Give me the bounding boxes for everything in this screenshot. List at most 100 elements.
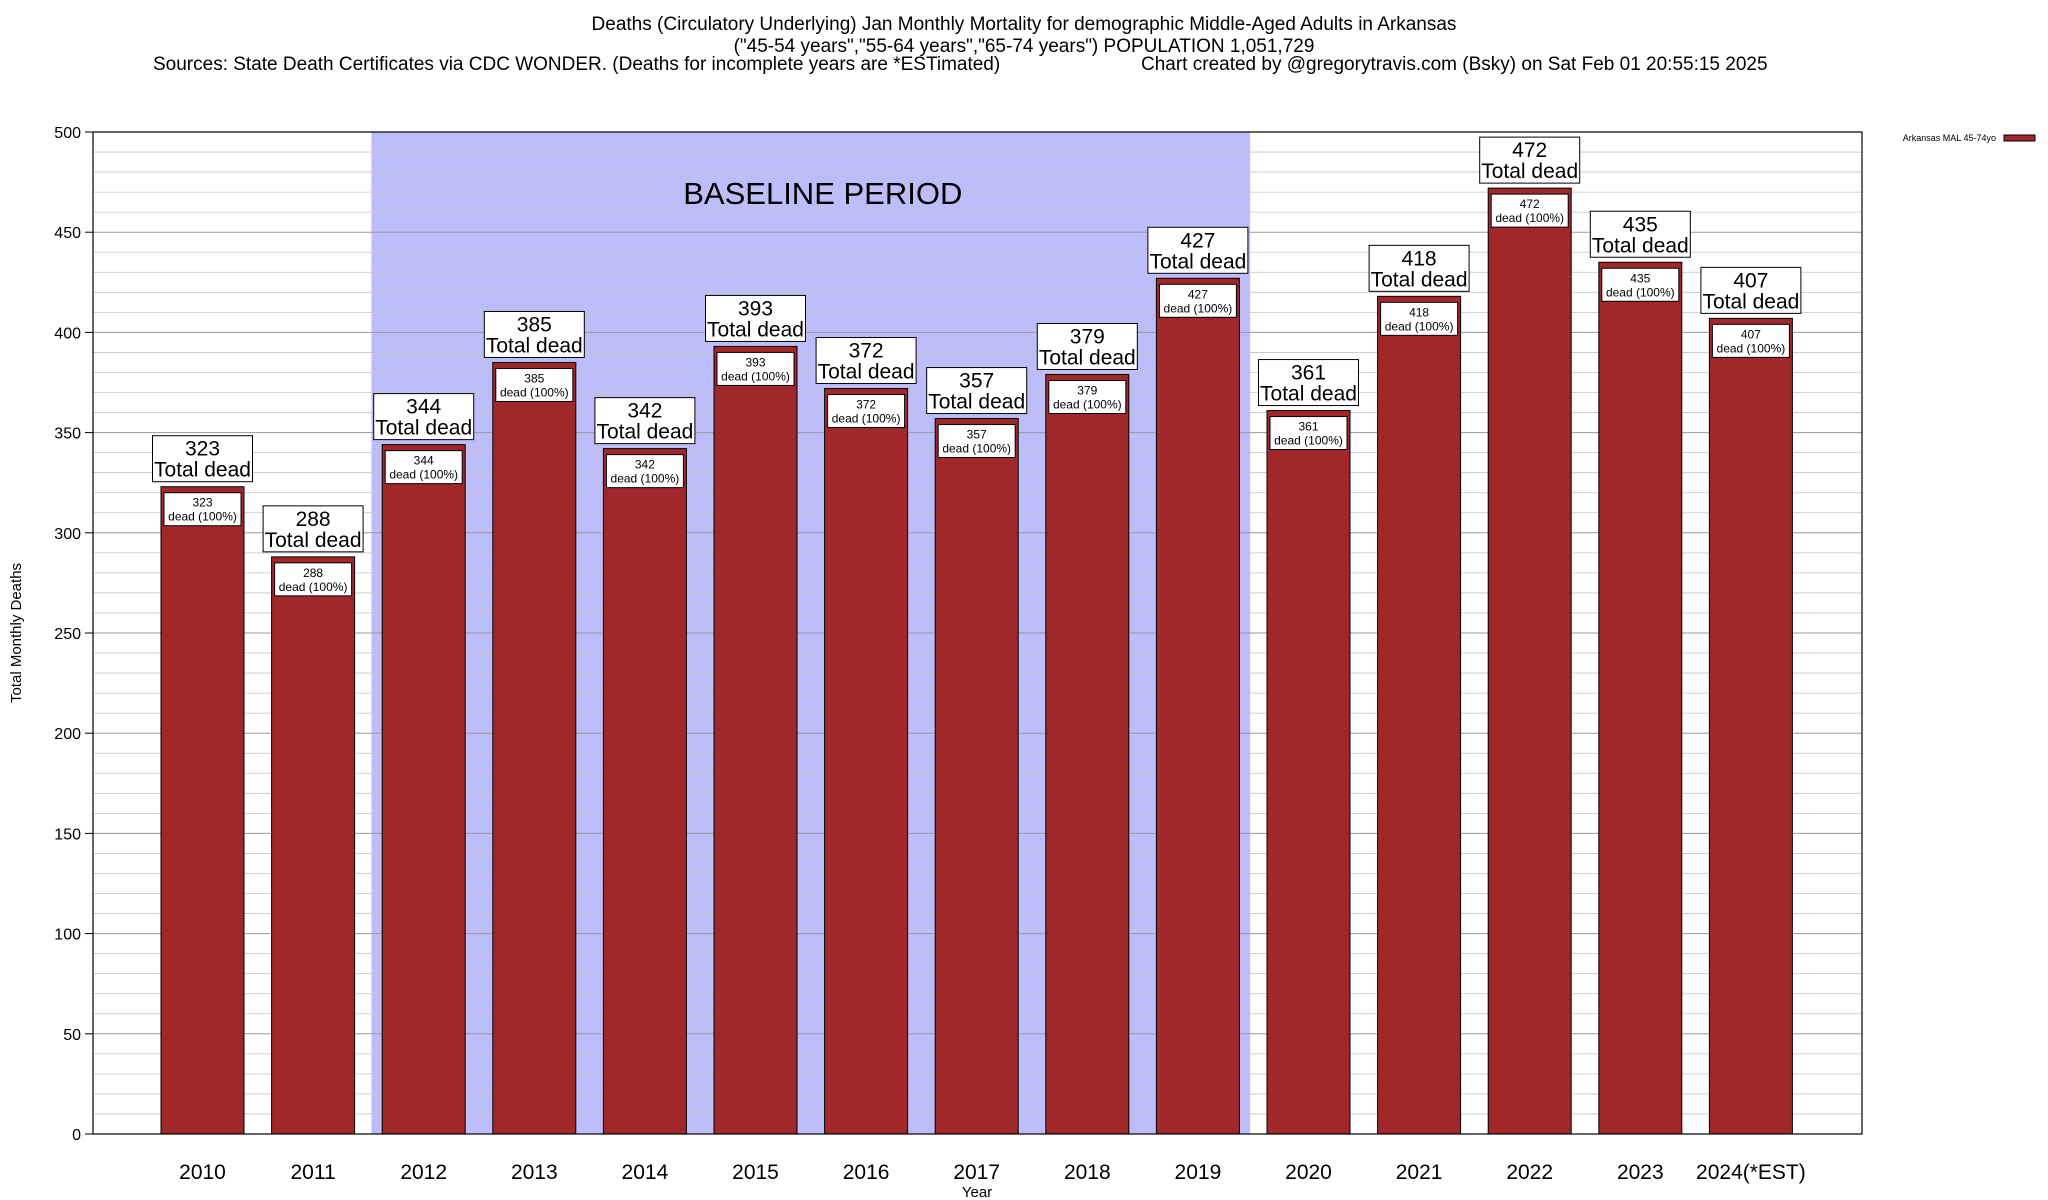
bar [1377,295,1462,1135]
bar [1266,410,1351,1135]
bar-total-text-label: Total dead [1039,346,1136,369]
y-tick-label: 450 [54,225,81,242]
bar-inner-percent-label: dead (100%) [1606,285,1675,299]
bar-inner-label-box [937,424,1016,459]
bar [1155,277,1240,1135]
bar-total-value-label: 379 [1070,325,1105,348]
bar-inner-label-box [495,367,574,402]
bar-inner-value-label: 357 [967,428,987,442]
bar-total-label-box [1700,266,1802,314]
bar-inner-label-box [274,562,353,597]
chart-title-line-1: Deaths (Circulatory Underlying) Jan Mont… [591,14,1457,35]
bar-total-text-label: Total dead [818,361,915,384]
x-tick-label: 2022 [1506,1161,1553,1184]
x-tick-label: 2018 [1064,1161,1111,1184]
bar-inner-value-label: 344 [414,454,434,468]
bar-total-label-box [152,435,253,483]
bar-total-label-box [373,393,475,441]
y-tick-label: 250 [54,626,81,643]
bar-inner-label-box [827,394,906,429]
bar-total-text-label: Total dead [1149,250,1246,273]
bar-total-value-label: 418 [1402,247,1437,270]
y-tick-label: 500 [54,125,81,142]
bar-inner-percent-label: dead (100%) [1495,211,1564,225]
y-tick-label: 350 [54,426,81,443]
bar-inner-percent-label: dead (100%) [1164,301,1233,315]
bar-inner-percent-label: dead (100%) [500,385,569,399]
bar-inner-label-box [163,492,242,527]
bar [160,486,245,1135]
bar-inner-percent-label: dead (100%) [279,580,348,594]
y-tick-label: 400 [54,325,81,342]
legend-label: Arkansas MAL 45-74yo [1903,133,1996,143]
bar-inner-value-label: 361 [1298,420,1318,434]
legend-swatch [2003,134,2036,142]
bar-inner-value-label: 427 [1188,287,1208,301]
bar-total-text-label: Total dead [1481,160,1578,183]
x-tick-label: 2013 [511,1161,558,1184]
chart-title: Deaths (Circulatory Underlying) Jan Mont… [0,14,2048,58]
bar-inner-value-label: 393 [745,355,765,369]
bar [1598,261,1683,1135]
bar-inner-percent-label: dead (100%) [1385,319,1454,333]
bar-total-text-label: Total dead [486,334,583,357]
y-tick-label: 300 [54,526,81,543]
baseline-period-label: BASELINE PERIOD [683,176,962,211]
bar-total-text-label: Total dead [154,459,251,482]
bar-total-text-label: Total dead [1702,290,1799,313]
bar-inner-label-box [1158,283,1237,318]
bar [713,345,798,1135]
bar-inner-value-label: 407 [1741,327,1761,341]
bar [381,444,466,1135]
bar-inner-label-box [1490,193,1569,228]
bar-total-label-box [705,294,806,342]
bar-total-text-label: Total dead [707,318,804,341]
x-tick-label: 2012 [400,1161,447,1184]
x-tick-label: 2021 [1396,1161,1443,1184]
x-tick-label: 2019 [1175,1161,1222,1184]
bar-inner-value-label: 385 [524,371,544,385]
y-tick-label: 200 [54,726,81,743]
bar-inner-percent-label: dead (100%) [832,412,901,426]
bar-total-label-box [926,367,1028,415]
bar-total-value-label: 372 [849,340,884,363]
bar-total-label-box [262,505,364,553]
bar-total-text-label: Total dead [1371,268,1468,291]
x-tick-label: 2016 [843,1161,890,1184]
bar-total-value-label: 407 [1733,269,1768,292]
bar-inner-label-box [1711,323,1790,358]
bar-inner-value-label: 372 [856,398,876,412]
x-tick-label: 2017 [953,1161,1000,1184]
bar-inner-label-box [384,450,463,485]
bar-inner-label-box [605,454,684,489]
bar-inner-label-box [1601,267,1680,302]
bar-total-label-box [483,310,585,358]
bar [492,361,577,1135]
y-tick-label: 150 [54,826,81,843]
bar-total-label-box [815,337,917,385]
bar [1487,187,1572,1135]
bar-total-text-label: Total dead [1260,383,1357,406]
x-tick-label: 2023 [1617,1161,1664,1184]
bar-total-label-box [1036,322,1138,370]
bar-inner-value-label: 379 [1077,383,1097,397]
bar-total-value-label: 361 [1291,362,1326,385]
bar-total-value-label: 323 [185,438,220,461]
bar-total-label-box [1258,359,1359,407]
bar-inner-percent-label: dead (100%) [1053,397,1122,411]
bar [602,448,687,1135]
x-tick-label: 2024(*EST) [1696,1161,1806,1184]
bar-inner-label-box [716,351,795,386]
bar-total-label-box [1479,136,1581,184]
bar-inner-label-box [1269,416,1348,451]
bar [271,556,356,1135]
plot-frame [92,131,1863,1135]
bar-inner-percent-label: dead (100%) [721,369,790,383]
bar-inner-percent-label: dead (100%) [1274,434,1343,448]
chart-sources: Sources: State Death Certificates via CD… [153,54,1001,75]
bar-total-value-label: 344 [406,396,441,419]
bar-total-value-label: 357 [959,370,994,393]
bar-total-value-label: 427 [1180,229,1215,252]
chart-credit: Chart created by @gregorytravis.com (Bsk… [1141,54,1768,75]
